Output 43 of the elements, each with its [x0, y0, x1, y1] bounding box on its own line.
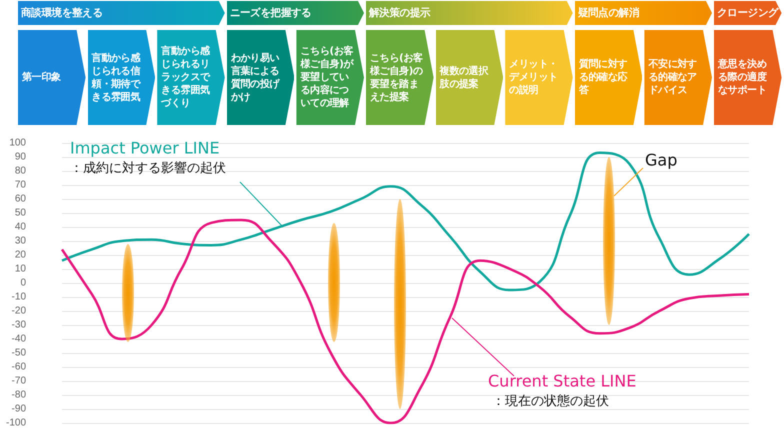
text: 疑問点の解消 — [574, 1, 712, 25]
y-tick-label: 70 — [14, 180, 26, 190]
text: 複数の選択肢の提案 — [436, 30, 504, 125]
line-series — [60, 218, 750, 424]
annotation: ：成約に対する影響の起伏 — [70, 160, 226, 176]
text: 質問に対する的確な応答 — [574, 30, 642, 125]
text: 商談環境を整える — [18, 1, 225, 25]
text: 言動から感じられるリラックスできる雰囲気づくり — [157, 30, 225, 125]
annotation: Gap — [645, 150, 678, 170]
y-tick-label: 0 — [20, 278, 26, 288]
text: クロージング — [714, 1, 782, 25]
y-tick-label: 30 — [14, 236, 26, 246]
text: メリット・デメリットの説明 — [505, 30, 573, 125]
text: 第一印象 — [18, 30, 86, 125]
y-tick-label: -30 — [12, 320, 26, 330]
y-tick-label: 60 — [14, 194, 26, 204]
text: 言動から感じられる信頼・期待できる雰囲気 — [88, 30, 156, 125]
y-tick-label: -20 — [12, 306, 26, 316]
y-tick-label: 50 — [14, 208, 26, 218]
text: 解決策の提示 — [366, 1, 573, 25]
y-tick-label: -10 — [12, 292, 26, 302]
y-tick-label: -100 — [6, 418, 26, 428]
y-tick-label: -80 — [12, 390, 26, 400]
text: 不安に対する的確なアドバイス — [644, 30, 712, 125]
annotation: ：現在の状態の起伏 — [492, 394, 609, 409]
y-tick-label: 80 — [14, 166, 26, 176]
text: こちら(お客様ご自身)が要望している内容についての理解 — [296, 30, 364, 125]
text: ニーズを把握する — [226, 1, 364, 25]
y-tick-label: 20 — [14, 250, 26, 260]
text: わかり易い言葉による質問の投げかけ — [226, 30, 294, 125]
y-tick-label: 40 — [14, 222, 26, 232]
y-tick-label: 90 — [14, 152, 26, 162]
text: Current State LINE — [488, 372, 636, 390]
y-tick-label: -60 — [12, 362, 26, 372]
y-tick-label: 10 — [14, 264, 26, 274]
y-tick-label: -90 — [12, 404, 26, 414]
text: 意思を決める際の適度なサポート — [714, 30, 782, 125]
y-tick-label: -50 — [12, 348, 26, 358]
y-tick-label: -40 — [12, 334, 26, 344]
y-tick-label: -70 — [12, 376, 26, 386]
text: こちら(お客様ご自身)の要望を踏まえた提案 — [366, 30, 434, 125]
text: Impact Power LINE — [70, 138, 220, 158]
y-tick-label: 100 — [9, 138, 26, 148]
